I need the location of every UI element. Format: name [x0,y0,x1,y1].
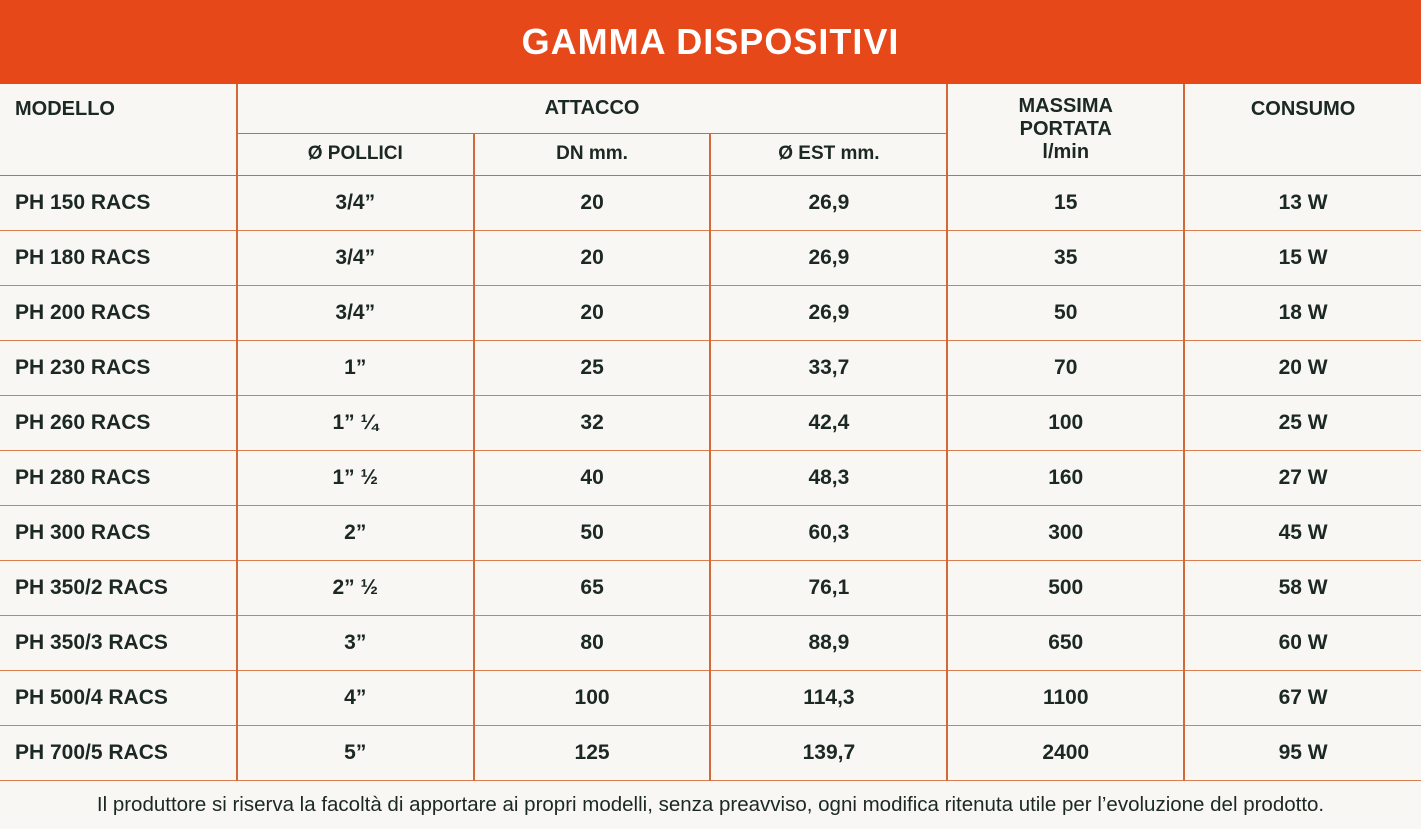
table-row: PH 260 RACS 1” ¼ 32 42,4 100 25 W [0,394,1421,450]
cell-dn: 65 [472,559,711,615]
cell-consumo: 95 W [1183,724,1421,781]
cell-pollici: 1” ¼ [235,394,474,450]
cell-pollici: 5” [235,724,474,781]
table-row: PH 180 RACS 3/4” 20 26,9 35 15 W [0,229,1421,285]
cell-pollici: 3/4” [235,174,474,230]
portata-line-1: MASSIMA [1018,94,1113,117]
cell-est: 114,3 [709,669,948,725]
cell-consumo: 15 W [1183,229,1421,285]
cell-portata: 70 [946,339,1185,395]
col-header-est: Ø EST mm. [709,132,948,175]
cell-consumo: 25 W [1183,394,1421,450]
cell-modello: PH 260 RACS [0,394,237,450]
cell-consumo: 13 W [1183,174,1421,230]
cell-dn: 32 [472,394,711,450]
table-row: PH 500/4 RACS 4” 100 114,3 1100 67 W [0,669,1421,725]
cell-modello: PH 200 RACS [0,284,237,340]
cell-modello: PH 280 RACS [0,449,237,505]
cell-est: 139,7 [709,724,948,781]
cell-modello: PH 300 RACS [0,504,237,560]
cell-est: 48,3 [709,449,948,505]
cell-portata: 35 [946,229,1185,285]
cell-modello: PH 700/5 RACS [0,724,237,781]
cell-portata: 1100 [946,669,1185,725]
cell-consumo: 60 W [1183,614,1421,670]
cell-portata: 15 [946,174,1185,230]
col-header-modello: MODELLO [15,98,115,120]
cell-pollici: 3/4” [235,284,474,340]
page-title: GAMMA DISPOSITIVI [521,21,900,62]
cell-consumo: 27 W [1183,449,1421,505]
cell-pollici: 2” [235,504,474,560]
cell-dn: 125 [472,724,711,781]
portata-line-2: PORTATA [1019,117,1112,140]
cell-portata: 300 [946,504,1185,560]
cell-dn: 80 [472,614,711,670]
col-header-massima-portata: MASSIMA PORTATA l/min [946,84,1185,175]
cell-est: 60,3 [709,504,948,560]
cell-dn: 100 [472,669,711,725]
cell-consumo: 45 W [1183,504,1421,560]
portata-line-3: l/min [1042,140,1090,163]
device-table: MODELLO ATTACCO MASSIMA PORTATA l/min CO… [0,84,1421,781]
cell-pollici: 4” [235,669,474,725]
cell-dn: 50 [472,504,711,560]
cell-est: 26,9 [709,229,948,285]
cell-est: 26,9 [709,174,948,230]
cell-est: 33,7 [709,339,948,395]
banner: GAMMA DISPOSITIVI [0,0,1421,84]
cell-modello: PH 230 RACS [0,339,237,395]
disclaimer-text: Il produttore si riserva la facoltà di a… [96,792,1325,816]
cell-dn: 20 [472,284,711,340]
header-row-sub: Ø POLLICI DN mm. Ø EST mm. [0,132,1421,175]
cell-pollici: 3/4” [235,229,474,285]
table-row: PH 700/5 RACS 5” 125 139,7 2400 95 W [0,724,1421,781]
table-row: PH 200 RACS 3/4” 20 26,9 50 18 W [0,284,1421,340]
cell-dn: 20 [472,174,711,230]
cell-dn: 20 [472,229,711,285]
cell-modello: PH 500/4 RACS [0,669,237,725]
table-row: PH 150 RACS 3/4” 20 26,9 15 13 W [0,174,1421,230]
col-header-dn: DN mm. [472,132,711,175]
col-header-pollici: Ø POLLICI [235,132,474,175]
table-row: PH 350/3 RACS 3” 80 88,9 650 60 W [0,614,1421,670]
cell-consumo: 18 W [1183,284,1421,340]
cell-portata: 50 [946,284,1185,340]
cell-portata: 650 [946,614,1185,670]
cell-est: 42,4 [709,394,948,450]
table-row: PH 350/2 RACS 2” ½ 65 76,1 500 58 W [0,559,1421,615]
cell-consumo: 67 W [1183,669,1421,725]
cell-portata: 100 [946,394,1185,450]
cell-portata: 2400 [946,724,1185,781]
cell-modello: PH 350/2 RACS [0,559,237,615]
cell-pollici: 2” ½ [235,559,474,615]
cell-dn: 25 [472,339,711,395]
cell-portata: 500 [946,559,1185,615]
table-row: PH 230 RACS 1” 25 33,7 70 20 W [0,339,1421,395]
cell-modello: PH 180 RACS [0,229,237,285]
cell-consumo: 20 W [1183,339,1421,395]
cell-portata: 160 [946,449,1185,505]
cell-est: 26,9 [709,284,948,340]
cell-pollici: 3” [235,614,474,670]
cell-modello: PH 350/3 RACS [0,614,237,670]
table-row: PH 300 RACS 2” 50 60,3 300 45 W [0,504,1421,560]
table-row: PH 280 RACS 1” ½ 40 48,3 160 27 W [0,449,1421,505]
col-header-consumo: CONSUMO [1183,84,1421,175]
cell-consumo: 58 W [1183,559,1421,615]
cell-modello: PH 150 RACS [0,174,237,230]
cell-pollici: 1” ½ [235,449,474,505]
device-table-body: PH 150 RACS 3/4” 20 26,9 15 13 W PH 180 RACS 3/… [0,174,1421,781]
device-table-head: MODELLO ATTACCO MASSIMA PORTATA l/min CO… [0,84,1421,175]
cell-dn: 40 [472,449,711,505]
cell-est: 76,1 [709,559,948,615]
header-row-main: MODELLO ATTACCO MASSIMA PORTATA l/min CO… [0,84,1421,175]
footer: Il produttore si riserva la facoltà di a… [0,781,1421,829]
cell-pollici: 1” [235,339,474,395]
cell-est: 88,9 [709,614,948,670]
col-header-attacco: ATTACCO [235,84,948,133]
